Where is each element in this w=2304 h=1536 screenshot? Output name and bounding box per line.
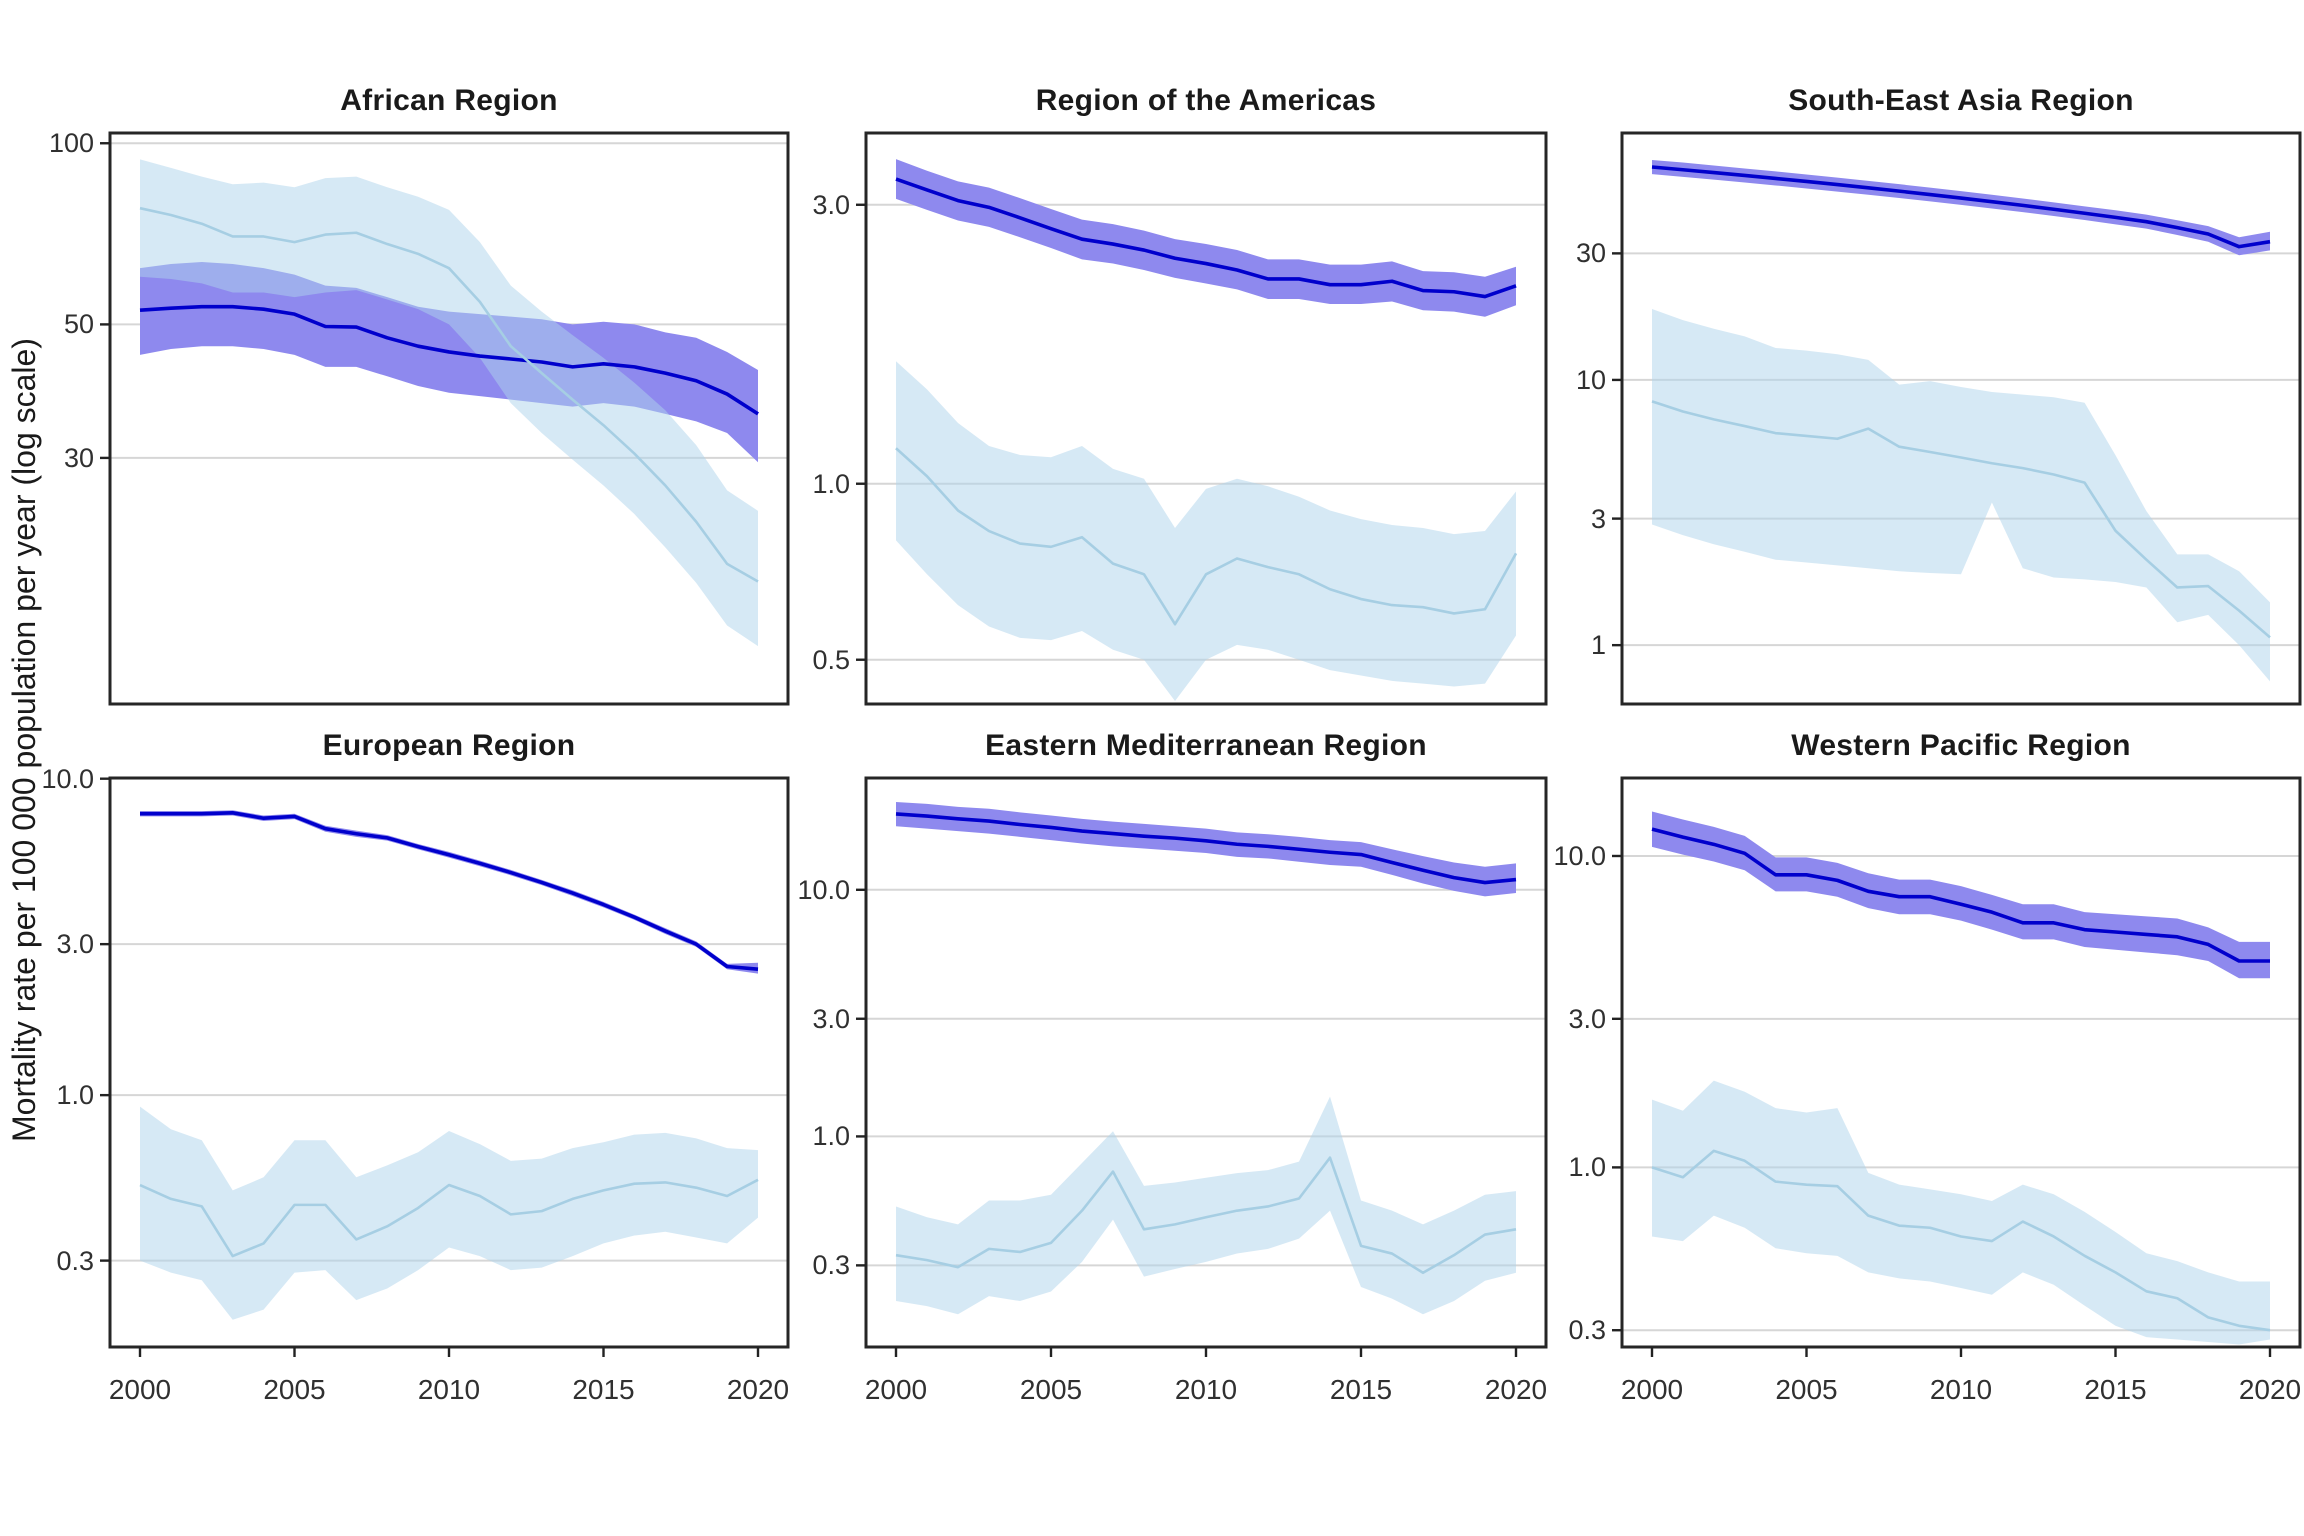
confidence-band-dark-blue xyxy=(140,810,758,974)
y-tick-label: 1.0 xyxy=(812,468,850,499)
line-dark-blue-series xyxy=(139,304,759,416)
panel-title-western-pacific-region: Western Pacific Region xyxy=(1791,729,2131,762)
confidence-band-light-blue xyxy=(1652,309,2270,682)
confidence-band-dark-blue xyxy=(140,261,758,463)
x-tick-label: 2010 xyxy=(1174,1374,1238,1405)
x-tick-label: 2005 xyxy=(1775,1374,1838,1405)
x-tick-label: 2000 xyxy=(864,1374,928,1405)
line-dark-blue-series xyxy=(895,177,1517,299)
x-tick-label: 2005 xyxy=(1019,1374,1083,1405)
y-tick-label: 3.0 xyxy=(812,189,850,220)
confidence-band-light-blue xyxy=(896,1096,1516,1315)
x-tick-label: 2010 xyxy=(417,1374,481,1405)
line-light-blue-series xyxy=(139,1178,759,1258)
panel-border xyxy=(108,131,790,706)
line-dark-blue-series xyxy=(1651,165,2271,249)
x-tick-label: 2010 xyxy=(1929,1374,1993,1405)
y-tick-label: 3.0 xyxy=(1568,1003,1606,1034)
y-tick-label: 1 xyxy=(1590,630,1606,661)
y-tick-label: 0.5 xyxy=(812,644,850,675)
y-tick-label: 10.0 xyxy=(797,874,850,905)
x-tick-label: 2020 xyxy=(726,1374,790,1405)
y-tick-label: 0.3 xyxy=(1568,1315,1606,1346)
panel-title-south-east-asia-region: South-East Asia Region xyxy=(1788,84,2134,117)
x-tick-label: 2020 xyxy=(1484,1374,1548,1405)
confidence-band-light-blue xyxy=(896,361,1516,701)
y-tick-label: 0.3 xyxy=(812,1250,850,1281)
y-tick-label: 10.0 xyxy=(41,763,94,794)
x-tick-label: 2005 xyxy=(263,1374,326,1405)
panel-title-region-of-the-americas: Region of the Americas xyxy=(1035,84,1377,117)
y-tick-label: 3 xyxy=(1590,503,1606,534)
line-dark-blue-series xyxy=(895,812,1517,885)
x-tick-label: 2015 xyxy=(2084,1374,2147,1405)
y-tick-label: 10 xyxy=(1575,364,1606,395)
confidence-band-dark-blue xyxy=(896,159,1516,317)
confidence-band-dark-blue xyxy=(896,801,1516,897)
confidence-band-light-blue xyxy=(1652,1080,2270,1345)
line-light-blue-series xyxy=(895,447,1518,626)
confidence-band-light-blue xyxy=(140,159,758,647)
y-tick-label: 0.3 xyxy=(56,1245,94,1276)
confidence-band-dark-blue xyxy=(1652,159,2270,256)
y-tick-label: 3.0 xyxy=(56,929,94,960)
y-tick-label: 30 xyxy=(63,442,94,473)
x-tick-label: 2020 xyxy=(2238,1374,2302,1405)
y-tick-label: 1.0 xyxy=(1568,1152,1606,1183)
x-tick-label: 2015 xyxy=(1329,1374,1393,1405)
y-tick-label: 1.0 xyxy=(812,1121,850,1152)
x-tick-label: 2000 xyxy=(1620,1374,1684,1405)
line-dark-blue-series xyxy=(1651,827,2270,963)
confidence-band-dark-blue xyxy=(1652,811,2270,979)
x-tick-label: 2015 xyxy=(572,1374,635,1405)
y-tick-label: 30 xyxy=(1575,238,1606,269)
line-light-blue-series xyxy=(1651,1149,2271,1332)
line-light-blue-series xyxy=(1651,400,2271,639)
y-tick-label: 10.0 xyxy=(1553,840,1606,871)
panel-title-african-region: African Region xyxy=(340,84,558,117)
y-tick-label: 3.0 xyxy=(812,1003,850,1034)
line-dark-blue-series xyxy=(140,811,759,972)
line-light-blue-series xyxy=(895,1156,1517,1275)
panel-title-eastern-mediterranean-region: Eastern Mediterranean Region xyxy=(985,729,1427,762)
x-tick-label: 2000 xyxy=(108,1374,172,1405)
line-light-blue-series xyxy=(139,206,759,583)
panel-border xyxy=(864,131,1548,706)
confidence-band-light-blue xyxy=(140,1106,758,1320)
panel-title-european-region: European Region xyxy=(322,729,576,762)
y-tick-label: 1.0 xyxy=(56,1080,94,1111)
panel-border xyxy=(1620,131,2302,706)
y-tick-label: 50 xyxy=(63,309,94,340)
y-tick-label: 100 xyxy=(48,128,94,159)
